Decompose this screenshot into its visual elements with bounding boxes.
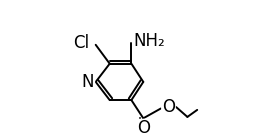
Text: O: O (137, 119, 150, 137)
Text: NH₂: NH₂ (133, 32, 165, 50)
Text: Cl: Cl (73, 34, 89, 52)
Text: N: N (82, 73, 94, 91)
Text: O: O (162, 98, 175, 116)
